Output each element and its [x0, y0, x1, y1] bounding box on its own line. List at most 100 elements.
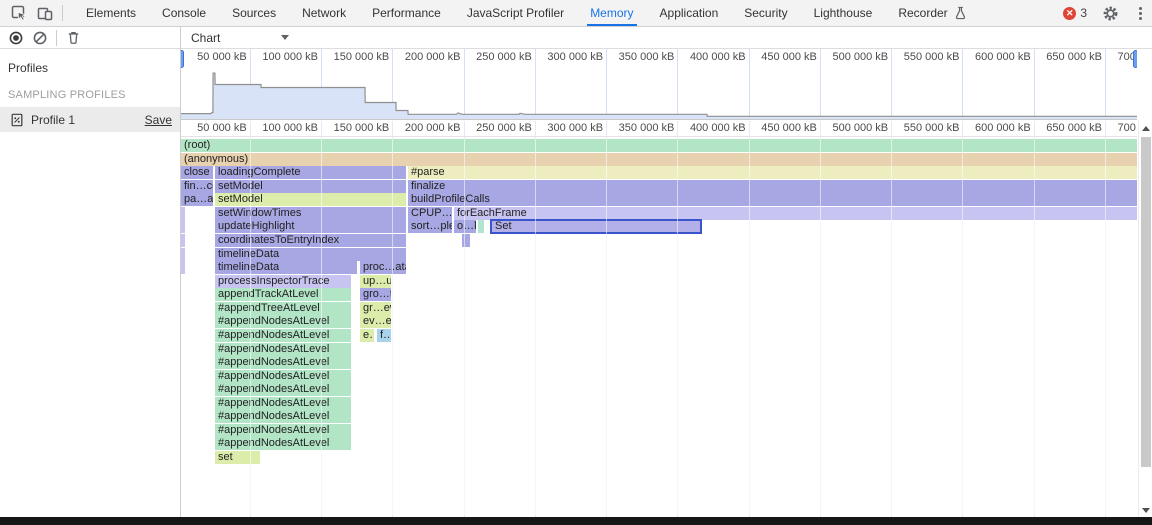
- heap-overview-strip[interactable]: 50 000 kB 100 000 kB 150 000 kB 200 000 kB 2…: [181, 49, 1137, 120]
- gear-icon[interactable]: [1097, 3, 1123, 23]
- toolbar-divider: [62, 5, 63, 21]
- scroll-up-icon[interactable]: [1139, 121, 1152, 135]
- tab-security[interactable]: Security: [731, 0, 800, 26]
- flame-block[interactable]: proc…ata: [360, 261, 406, 275]
- ruler-label: 200 000 kB: [404, 122, 461, 134]
- flame-block[interactable]: #appendNodesAtLevel: [215, 410, 351, 424]
- tab-elements[interactable]: Elements: [73, 0, 149, 26]
- clear-icon[interactable]: [28, 28, 52, 48]
- range-grip-left[interactable]: [181, 50, 184, 68]
- flame-block[interactable]: finalize: [408, 179, 1137, 193]
- flame-block[interactable]: (root): [181, 139, 1137, 152]
- flame-block[interactable]: [181, 234, 185, 247]
- flame-block[interactable]: o…k: [454, 220, 476, 234]
- ruler-label: 150 000 kB: [333, 122, 390, 134]
- record-heap-profile-icon[interactable]: [4, 28, 28, 48]
- flame-block[interactable]: setWindowTimes: [215, 206, 406, 220]
- memory-ruler: 50 000 kB 100 000 kB 150 000 kB 200 000 kB 2…: [181, 121, 1137, 137]
- range-grip-right[interactable]: [1133, 50, 1137, 68]
- flame-block[interactable]: #appendNodesAtLevel: [215, 396, 351, 410]
- flame-block[interactable]: coordinatesToEntryIndex: [215, 234, 406, 247]
- ruler-label: 300 000 kB: [547, 122, 604, 134]
- flame-block[interactable]: #parse: [408, 166, 1137, 180]
- kebab-menu-icon[interactable]: [1133, 3, 1148, 24]
- scroll-down-icon[interactable]: [1139, 503, 1152, 517]
- flame-block[interactable]: pa…at: [181, 193, 213, 207]
- flame-block[interactable]: (anonymous): [181, 152, 1137, 166]
- gridline: [1104, 49, 1106, 119]
- vertical-scrollbar[interactable]: [1138, 121, 1152, 517]
- flame-block-selected[interactable]: Set: [490, 219, 702, 235]
- overview-axis-labels: 50 000 kB 100 000 kB 150 000 kB 200 000 kB 2…: [181, 51, 1137, 65]
- flame-block[interactable]: e…: [360, 328, 374, 342]
- flame-block[interactable]: appendTrackAtLevel: [215, 288, 351, 302]
- flame-block[interactable]: #appendNodesAtLevel: [215, 423, 351, 437]
- flame-block[interactable]: [181, 247, 185, 261]
- flame-block[interactable]: #appendNodesAtLevel: [215, 356, 351, 369]
- view-mode-select[interactable]: Chart: [187, 31, 293, 45]
- scrollbar-thumb[interactable]: [1141, 137, 1151, 467]
- tab-label: Elements: [86, 6, 137, 20]
- devtools-tabbar: Elements Console Sources Network Performance…: [0, 0, 1152, 27]
- tab-lighthouse[interactable]: Lighthouse: [801, 0, 886, 26]
- flame-block[interactable]: processInspectorTrace: [215, 274, 351, 288]
- flame-block[interactable]: set: [215, 451, 260, 464]
- ruler-label: 450 000 kB: [761, 122, 817, 134]
- gridline: [1033, 49, 1035, 119]
- flame-block[interactable]: buildProfileCalls: [408, 193, 1137, 207]
- flame-block[interactable]: timelineData: [215, 261, 357, 275]
- flame-block[interactable]: loadingComplete: [215, 166, 406, 180]
- ruler-label: 200 000 kB: [404, 51, 461, 63]
- flame-block[interactable]: #appendNodesAtLevel: [215, 342, 351, 356]
- profiles-heading: Profiles: [8, 61, 49, 75]
- ruler-label: 500 000 kB: [832, 51, 889, 63]
- tab-memory[interactable]: Memory: [577, 0, 646, 26]
- inspect-element-icon[interactable]: [6, 3, 32, 23]
- sidebar-item-profile-1[interactable]: Profile 1 Save: [0, 107, 180, 132]
- tab-recorder[interactable]: Recorder: [885, 0, 979, 26]
- flame-block[interactable]: [478, 220, 484, 234]
- tab-label: Security: [744, 6, 788, 20]
- flame-block[interactable]: [462, 234, 470, 247]
- flame-block[interactable]: #appendTreeAtLevel: [215, 301, 351, 315]
- flame-block[interactable]: #appendNodesAtLevel: [215, 383, 351, 397]
- view-mode-value: Chart: [191, 30, 221, 45]
- tab-sources[interactable]: Sources: [219, 0, 289, 26]
- flame-block[interactable]: #appendNodesAtLevel: [215, 437, 351, 451]
- flame-block[interactable]: [181, 206, 185, 220]
- flame-block[interactable]: [181, 220, 185, 234]
- ruler-label: 600 000 kB: [975, 122, 1031, 134]
- tab-performance[interactable]: Performance: [359, 0, 454, 26]
- flame-block[interactable]: fin…ce: [181, 179, 213, 193]
- flame-block[interactable]: gr…ew: [360, 301, 391, 315]
- flame-block[interactable]: CPUP…del: [408, 206, 452, 220]
- flame-block[interactable]: setModel: [215, 193, 406, 207]
- save-link[interactable]: Save: [144, 112, 172, 127]
- ruler-label: 150 000 kB: [333, 51, 390, 63]
- flame-block[interactable]: close: [181, 166, 213, 180]
- flame-block[interactable]: sort…ples: [408, 220, 452, 234]
- flame-block[interactable]: setModel: [215, 179, 406, 193]
- tab-javascript-profiler[interactable]: JavaScript Profiler: [454, 0, 577, 26]
- error-counter[interactable]: ✕ 3: [1063, 6, 1087, 20]
- ruler-label: 550 000 kB: [903, 122, 960, 134]
- flame-block[interactable]: timelineData: [215, 247, 406, 261]
- flame-block[interactable]: gro…ts: [360, 288, 391, 302]
- ruler-label: 550 000 kB: [903, 51, 960, 63]
- flame-block[interactable]: f…r: [377, 328, 391, 342]
- flame-block[interactable]: forEachFrame: [454, 206, 1137, 220]
- trash-icon[interactable]: [61, 28, 85, 48]
- gridline: [320, 49, 322, 119]
- flame-block[interactable]: #appendNodesAtLevel: [215, 315, 351, 329]
- flame-block[interactable]: #appendNodesAtLevel: [215, 328, 351, 342]
- flame-block[interactable]: [181, 261, 185, 275]
- flame-block[interactable]: up…up: [360, 274, 391, 288]
- flame-block[interactable]: updateHighlight: [215, 220, 406, 234]
- tab-label: Memory: [590, 6, 634, 20]
- tab-application[interactable]: Application: [647, 0, 732, 26]
- device-toolbar-icon[interactable]: [32, 3, 58, 23]
- tab-network[interactable]: Network: [289, 0, 359, 26]
- flame-block[interactable]: ev…ew: [360, 315, 391, 329]
- tab-console[interactable]: Console: [149, 0, 219, 26]
- flame-block[interactable]: #appendNodesAtLevel: [215, 369, 351, 383]
